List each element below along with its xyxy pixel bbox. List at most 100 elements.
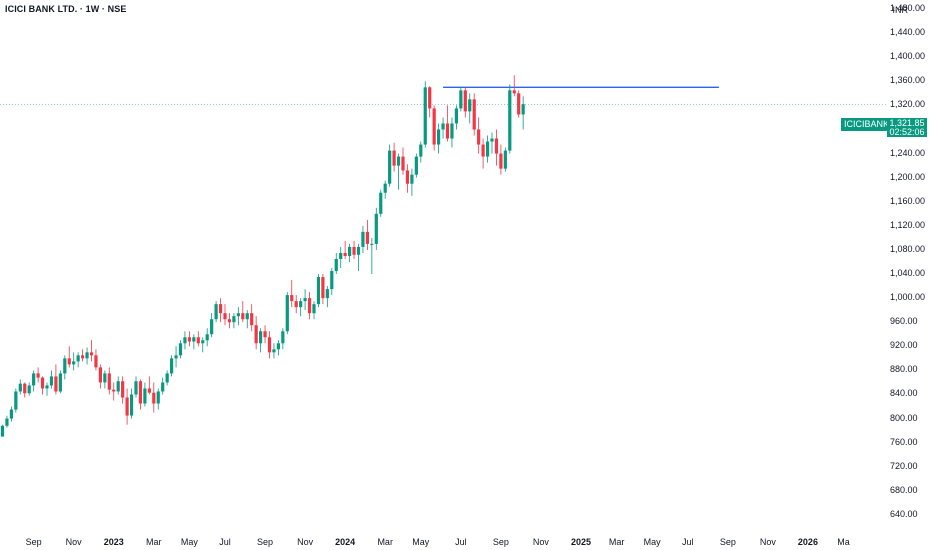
last-price-tag: 1,321.85 02:52:06 bbox=[887, 118, 927, 137]
candle-body bbox=[423, 87, 427, 145]
candle-body bbox=[459, 90, 463, 109]
x-tick-label: Mar bbox=[608, 537, 625, 547]
candle-body bbox=[174, 355, 178, 359]
x-tick-label: Sep bbox=[257, 537, 274, 547]
candle-body bbox=[494, 138, 499, 154]
candle-body bbox=[307, 298, 312, 314]
candle-body bbox=[463, 90, 467, 112]
candle-body bbox=[419, 144, 423, 157]
y-tick-label: 880.00 bbox=[890, 364, 918, 375]
candle-body bbox=[267, 337, 272, 353]
candle-body bbox=[241, 313, 245, 320]
x-tick-label: Mar bbox=[377, 537, 393, 547]
candle-body bbox=[365, 231, 369, 244]
candle-body bbox=[103, 373, 107, 383]
candle-body bbox=[40, 377, 45, 389]
y-tick-label: 1,120.00 bbox=[890, 219, 926, 230]
candle-body bbox=[485, 141, 490, 157]
x-tick-label: Sep bbox=[719, 537, 736, 547]
y-tick-label: 1,040.00 bbox=[890, 268, 926, 279]
candle-body bbox=[330, 271, 334, 290]
candle-body bbox=[0, 425, 5, 437]
candle-body bbox=[54, 376, 58, 392]
candle-body bbox=[223, 313, 227, 320]
x-tick-label: Ma bbox=[837, 537, 850, 547]
candle-body bbox=[201, 340, 205, 344]
y-tick-label: 1,000.00 bbox=[890, 292, 926, 303]
y-tick-label: 800.00 bbox=[890, 412, 918, 423]
candle-body bbox=[58, 373, 62, 392]
y-tick-label: 1,200.00 bbox=[890, 171, 926, 182]
candle-body bbox=[138, 381, 143, 404]
candle-body bbox=[63, 358, 67, 374]
candle-body bbox=[334, 258, 338, 272]
candle-body bbox=[147, 388, 151, 393]
candle-body bbox=[165, 373, 169, 383]
candle-body bbox=[445, 123, 450, 139]
candle-body bbox=[450, 123, 454, 139]
candle-body bbox=[281, 331, 285, 344]
candle-body bbox=[441, 123, 445, 130]
candle-body bbox=[316, 277, 321, 305]
candle-body bbox=[94, 355, 98, 368]
candle-body bbox=[116, 381, 120, 392]
candle-body bbox=[325, 289, 329, 299]
candle-body bbox=[45, 385, 49, 389]
candle-body bbox=[321, 277, 325, 299]
candle-body bbox=[245, 313, 249, 320]
y-tick-label: 840.00 bbox=[890, 388, 918, 399]
candle-body bbox=[299, 301, 303, 308]
candle-body bbox=[383, 183, 387, 193]
candle-body bbox=[521, 104, 525, 115]
candle-body bbox=[121, 381, 125, 398]
candle-body bbox=[89, 352, 94, 356]
y-tick-label: 960.00 bbox=[890, 316, 918, 327]
x-tick-label: Sep bbox=[492, 537, 509, 547]
candle-body bbox=[214, 304, 218, 320]
candle-body bbox=[236, 313, 240, 317]
candle-body bbox=[112, 389, 116, 392]
candle-body bbox=[36, 373, 40, 378]
x-tick-label: Jul bbox=[682, 537, 694, 547]
candle-body bbox=[290, 295, 294, 302]
candle-body bbox=[303, 298, 307, 302]
candle-body bbox=[490, 138, 494, 142]
candle-body bbox=[508, 90, 512, 151]
candle-body bbox=[161, 382, 165, 392]
x-tick-label: Nov bbox=[532, 537, 549, 547]
candle-body bbox=[27, 385, 31, 394]
y-tick-label: 680.00 bbox=[890, 484, 918, 495]
candle-body bbox=[481, 144, 485, 157]
candle-body bbox=[134, 381, 138, 395]
candle-body bbox=[396, 156, 401, 166]
candle-body bbox=[5, 418, 9, 426]
candle-body bbox=[454, 108, 458, 124]
candle-body bbox=[392, 150, 396, 166]
x-tick-label: Jul bbox=[219, 537, 231, 547]
x-tick-label: Jul bbox=[455, 537, 467, 547]
y-tick-label: 1,480.00 bbox=[890, 3, 926, 14]
candle-body bbox=[129, 394, 134, 416]
candle-body bbox=[205, 334, 209, 341]
candle-body bbox=[343, 252, 347, 256]
candle-body bbox=[152, 392, 156, 404]
x-tick-label: May bbox=[412, 537, 430, 547]
candle-body bbox=[49, 376, 54, 386]
bar-countdown: 02:52:06 bbox=[889, 127, 925, 137]
candle-body bbox=[499, 153, 503, 169]
candle-body bbox=[263, 331, 267, 338]
x-tick-label: May bbox=[643, 537, 661, 547]
candle-body bbox=[210, 319, 214, 335]
candle-body bbox=[437, 129, 441, 145]
candle-body bbox=[178, 343, 183, 356]
y-tick-label: 1,320.00 bbox=[890, 99, 926, 110]
candle-body bbox=[232, 316, 236, 323]
x-tick-label: Mar bbox=[146, 537, 162, 547]
candle-body bbox=[432, 108, 436, 145]
y-tick-label: 760.00 bbox=[890, 436, 918, 447]
candle-body bbox=[414, 156, 418, 175]
y-tick-label: 1,240.00 bbox=[890, 147, 926, 158]
candle-body bbox=[143, 388, 147, 404]
